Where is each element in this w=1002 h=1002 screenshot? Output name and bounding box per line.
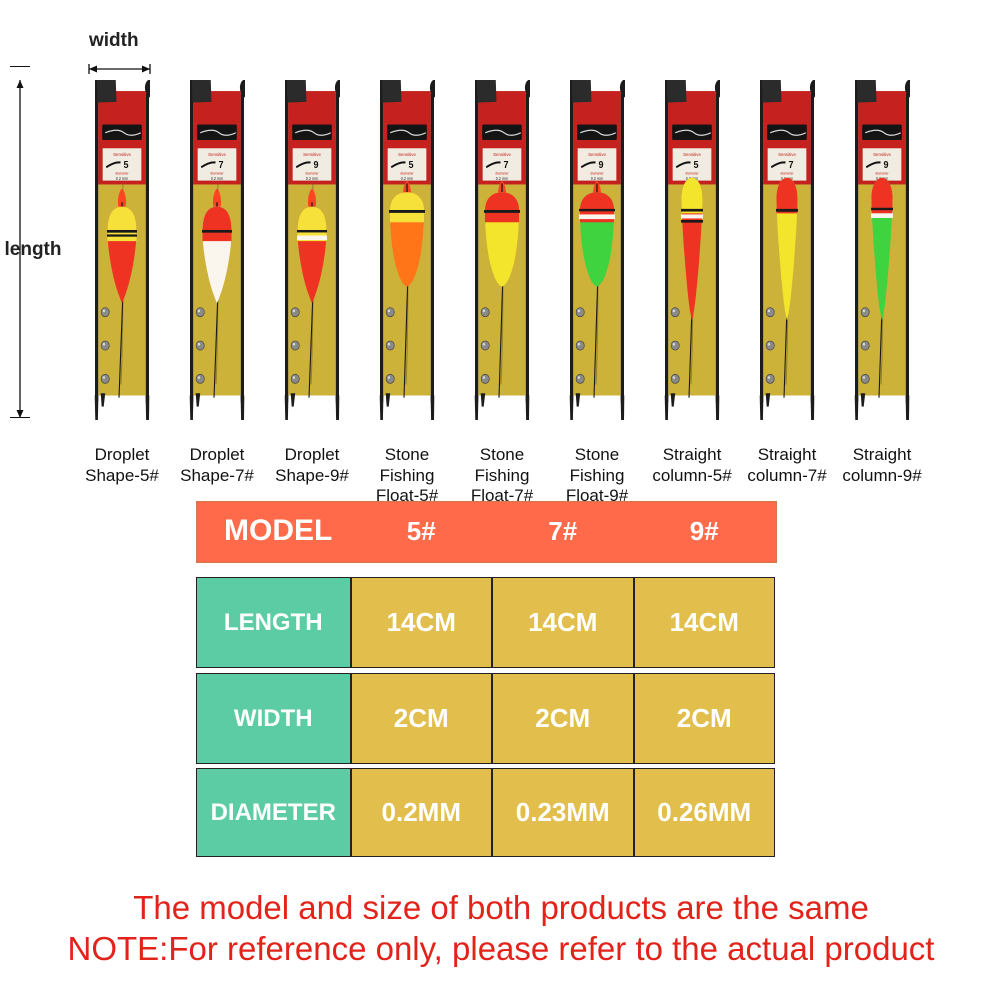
svg-text:Sensitive: Sensitive — [398, 152, 416, 157]
svg-text:Sensitive: Sensitive — [208, 152, 226, 157]
svg-text:Sensitive: Sensitive — [113, 152, 131, 157]
svg-text:Sensitive: Sensitive — [493, 152, 511, 157]
svg-text:5: 5 — [693, 160, 699, 172]
svg-text:9: 9 — [313, 160, 318, 172]
svg-text:0.2 mm: 0.2 mm — [116, 176, 129, 181]
svg-text:0.2 mm: 0.2 mm — [211, 176, 224, 181]
svg-text:0.2 mm: 0.2 mm — [306, 176, 319, 181]
svg-text:5: 5 — [408, 160, 414, 172]
svg-text:7: 7 — [788, 160, 793, 172]
svg-text:0.2 mm: 0.2 mm — [401, 176, 414, 181]
svg-text:5: 5 — [123, 160, 129, 172]
svg-text:Sensitive: Sensitive — [683, 152, 701, 157]
svg-text:0.2 mm: 0.2 mm — [591, 176, 604, 181]
svg-text:7: 7 — [503, 160, 508, 172]
svg-text:7: 7 — [218, 160, 223, 172]
svg-text:Sensitive: Sensitive — [303, 152, 321, 157]
svg-text:9: 9 — [883, 160, 888, 172]
svg-text:Sensitive: Sensitive — [873, 152, 891, 157]
svg-text:Sensitive: Sensitive — [778, 152, 796, 157]
svg-text:9: 9 — [598, 160, 603, 172]
svg-text:Sensitive: Sensitive — [588, 152, 606, 157]
svg-text:0.2 mm: 0.2 mm — [496, 176, 509, 181]
